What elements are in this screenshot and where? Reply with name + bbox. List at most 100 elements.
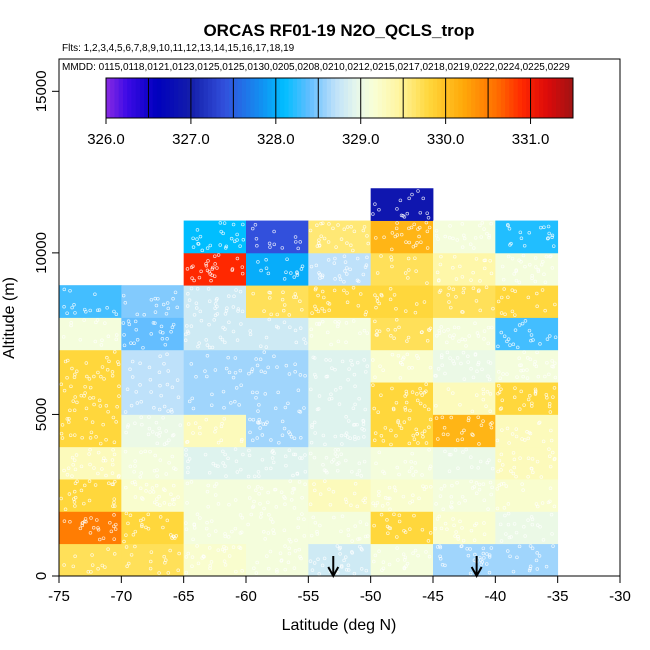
sample-dot [437, 331, 442, 335]
colorbar-segment [488, 78, 493, 118]
sample-dot [443, 449, 447, 454]
sample-dot [205, 354, 210, 358]
sample-dot [157, 370, 162, 374]
sample-dot [550, 359, 554, 363]
colorbar-segment [237, 78, 243, 118]
sample-dot [198, 234, 203, 239]
sample-dot [530, 457, 535, 461]
sample-dot [213, 302, 218, 306]
sample-dot [170, 325, 175, 330]
sample-dot [209, 403, 214, 407]
sample-dot [262, 309, 266, 313]
sample-dot [506, 223, 510, 227]
sample-dot [184, 453, 188, 457]
sample-dot [482, 227, 486, 231]
sample-dot [62, 563, 66, 567]
sample-dot [443, 371, 447, 376]
sample-dot [427, 447, 431, 452]
sample-dot [457, 339, 461, 344]
sample-dot [496, 469, 500, 474]
colorbar-segment [530, 78, 536, 118]
x-tick-label: -70 [110, 588, 132, 605]
colorbar-segment [437, 78, 442, 118]
sample-dot [517, 356, 521, 360]
sample-dot [91, 526, 96, 530]
sample-dot [375, 501, 380, 505]
sample-dot [197, 275, 202, 280]
sample-dot [550, 532, 554, 536]
sample-dot [186, 459, 190, 464]
sample-dot [103, 321, 107, 325]
colorbar-segment [539, 78, 544, 118]
colorbar-segment [496, 78, 502, 118]
sample-dot [405, 352, 410, 357]
sample-dot [123, 301, 128, 305]
sample-dot [335, 462, 339, 466]
sample-dot [498, 522, 503, 527]
sample-dot [414, 427, 418, 432]
sample-dot [531, 470, 535, 475]
sample-dot [80, 521, 85, 525]
sample-dot [302, 517, 306, 522]
x-tick-label: -50 [360, 588, 382, 605]
sample-dot [487, 458, 491, 462]
sample-dot [256, 260, 260, 264]
sample-dot [309, 334, 314, 338]
sample-dot [332, 288, 337, 293]
sample-dot [464, 344, 468, 348]
y-tick-label: 10000 [33, 232, 50, 274]
colorbar-segment [556, 78, 561, 118]
sample-dot [252, 566, 256, 571]
sample-dot [459, 361, 463, 366]
sample-dot [292, 566, 297, 570]
sample-dot [517, 280, 522, 285]
sample-dot [96, 527, 101, 532]
sample-dot [314, 307, 318, 311]
sample-dot [452, 254, 457, 259]
sample-dot [264, 266, 269, 270]
colorbar-segment [522, 78, 527, 118]
colorbar-segment [314, 78, 319, 118]
sample-dot [313, 431, 317, 435]
sample-dot [241, 222, 245, 227]
sample-dot [386, 531, 390, 535]
sample-dot [294, 295, 298, 300]
sample-dot [425, 281, 429, 285]
sample-dot [481, 391, 486, 396]
colorbar-segment [258, 78, 264, 118]
sample-dot [227, 294, 231, 298]
sample-dot [310, 423, 314, 427]
sample-dot [324, 455, 329, 460]
colorbar-segment [254, 78, 260, 118]
sample-dot [238, 368, 243, 373]
sample-dot [132, 469, 136, 474]
sample-dot [259, 344, 263, 348]
sample-dot [427, 328, 432, 332]
sample-dot [169, 408, 174, 412]
sample-dot [511, 569, 516, 574]
sample-dot [110, 370, 115, 374]
sample-dot [248, 332, 253, 337]
sample-dot [232, 294, 236, 299]
colorbar-tick-label: 331.0 [512, 131, 550, 148]
sample-dot [222, 416, 227, 421]
sample-dot [87, 498, 92, 503]
sample-dot [414, 469, 418, 474]
sample-dot [371, 383, 375, 387]
sample-dot [403, 406, 407, 410]
sample-dot [296, 525, 300, 530]
sample-dot [451, 236, 455, 241]
sample-dot [266, 271, 271, 276]
sample-dot [476, 334, 481, 338]
sample-dot [418, 386, 422, 391]
y-tick-label: 15000 [33, 70, 50, 112]
sample-dot [390, 386, 394, 391]
sample-dot [548, 334, 552, 338]
sample-dot [289, 435, 294, 439]
sample-dot [207, 546, 212, 550]
sample-dot [500, 264, 505, 269]
sample-dot [551, 544, 555, 548]
sample-dot [320, 563, 325, 568]
sample-dot [509, 535, 513, 539]
sample-dot [91, 395, 96, 400]
